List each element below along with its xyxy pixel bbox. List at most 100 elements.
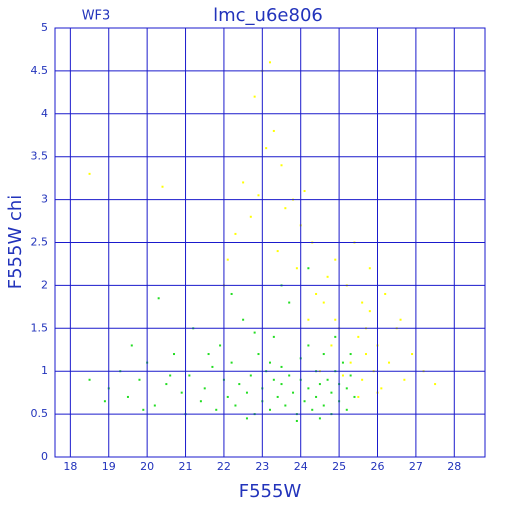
scatter-point bbox=[257, 353, 260, 356]
x-tick-label: 26 bbox=[371, 460, 385, 473]
scatter-point bbox=[153, 404, 156, 407]
scatter-point bbox=[173, 353, 176, 356]
y-tick-label: 0.5 bbox=[31, 407, 49, 420]
scatter-point bbox=[399, 318, 402, 321]
scatter-point bbox=[276, 250, 279, 253]
scatter-point bbox=[269, 361, 271, 364]
scatter-point bbox=[307, 387, 310, 390]
scatter-point bbox=[269, 408, 271, 411]
scatter-point bbox=[349, 361, 352, 364]
scatter-point bbox=[161, 185, 164, 188]
scatter-point bbox=[303, 400, 306, 403]
scatter-point bbox=[322, 301, 325, 304]
y-tick-label: 3 bbox=[41, 193, 48, 206]
scatter-point bbox=[330, 391, 333, 394]
scatter-point bbox=[88, 172, 91, 175]
scatter-point bbox=[88, 378, 91, 381]
scatter-point bbox=[384, 292, 387, 295]
scatter-point bbox=[345, 387, 348, 390]
y-axis-label: F555W chi bbox=[5, 195, 26, 290]
scatter-point bbox=[349, 374, 352, 377]
chart-title: lmc_u6e806 bbox=[213, 5, 323, 26]
scatter-point bbox=[249, 374, 252, 377]
scatter-point bbox=[126, 395, 129, 398]
scatter-point bbox=[349, 353, 352, 356]
scatter-point bbox=[257, 194, 260, 197]
scatter-point bbox=[295, 419, 298, 422]
scatter-point bbox=[330, 344, 333, 347]
y-tick-label: 3.5 bbox=[31, 150, 49, 163]
scatter-point bbox=[380, 387, 383, 390]
y-tick-label: 4 bbox=[41, 107, 48, 120]
y-tick-label: 2 bbox=[41, 278, 48, 291]
scatter-point bbox=[357, 335, 360, 338]
scatter-point bbox=[130, 344, 133, 347]
scatter-point bbox=[364, 353, 367, 356]
scatter-point bbox=[272, 129, 275, 132]
scatter-point bbox=[272, 335, 275, 338]
scatter-point bbox=[288, 301, 291, 304]
chart-subtitle: WF3 bbox=[82, 9, 111, 24]
x-tick-label: 22 bbox=[217, 460, 231, 473]
scatter-point bbox=[303, 190, 306, 193]
scatter-point bbox=[199, 400, 202, 403]
scatter-point bbox=[169, 374, 172, 377]
scatter-point bbox=[245, 417, 248, 420]
scatter-point bbox=[180, 391, 183, 394]
scatter-point bbox=[361, 301, 364, 304]
scatter-point bbox=[288, 374, 291, 377]
scatter-point bbox=[234, 404, 237, 407]
y-tick-label: 1 bbox=[41, 364, 48, 377]
scatter-point bbox=[341, 361, 344, 364]
scatter-point bbox=[403, 378, 406, 381]
scatter-point bbox=[242, 318, 245, 321]
scatter-point bbox=[280, 383, 283, 386]
scatter-point bbox=[269, 61, 271, 64]
scatter-point bbox=[345, 408, 348, 411]
scatter-point bbox=[219, 344, 222, 347]
scatter-point bbox=[215, 408, 218, 411]
scatter-point bbox=[368, 310, 371, 313]
scatter-point bbox=[307, 344, 310, 347]
scatter-point bbox=[434, 383, 437, 386]
scatter-point bbox=[234, 232, 237, 235]
scatter-point bbox=[284, 404, 287, 407]
scatter-point bbox=[334, 335, 337, 338]
scatter-point bbox=[388, 361, 391, 364]
scatter-point bbox=[411, 353, 414, 356]
x-tick-label: 27 bbox=[409, 460, 423, 473]
scatter-point bbox=[242, 181, 245, 184]
scatter-point bbox=[322, 353, 325, 356]
x-tick-label: 20 bbox=[140, 460, 154, 473]
scatter-point bbox=[307, 318, 310, 321]
y-tick-label: 0 bbox=[41, 450, 48, 463]
scatter-point bbox=[272, 378, 275, 381]
scatter-point bbox=[322, 404, 325, 407]
scatter-point bbox=[265, 147, 268, 150]
scatter-point bbox=[318, 417, 321, 420]
y-tick-label: 5 bbox=[41, 21, 48, 34]
scatter-point bbox=[249, 215, 252, 218]
x-tick-label: 28 bbox=[447, 460, 461, 473]
x-tick-label: 23 bbox=[255, 460, 269, 473]
scatter-point bbox=[188, 374, 191, 377]
scatter-point bbox=[207, 353, 210, 356]
x-tick-label: 18 bbox=[63, 460, 77, 473]
scatter-point bbox=[226, 395, 229, 398]
scatter-point bbox=[280, 365, 283, 368]
scatter-point bbox=[357, 395, 360, 398]
scatter-point bbox=[353, 395, 356, 398]
scatter-point bbox=[311, 408, 314, 411]
y-tick-label: 1.5 bbox=[31, 321, 49, 334]
scatter-point bbox=[280, 164, 283, 167]
y-tick-label: 2.5 bbox=[31, 236, 49, 249]
scatter-point bbox=[253, 95, 256, 98]
scatter-point bbox=[165, 383, 168, 386]
scatter-point bbox=[315, 395, 318, 398]
plot-area bbox=[88, 61, 437, 422]
scatter-point bbox=[103, 400, 106, 403]
scatter-point bbox=[318, 383, 321, 386]
scatter-point bbox=[334, 318, 337, 321]
